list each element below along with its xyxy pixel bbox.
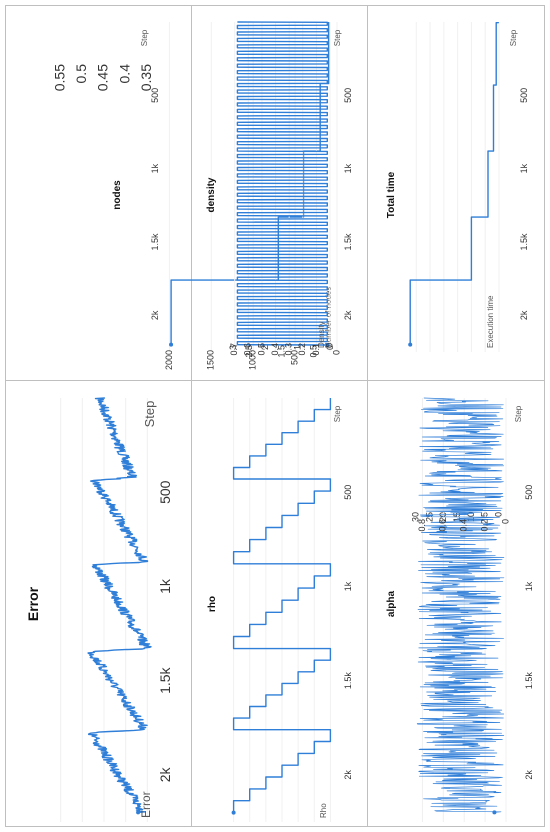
x-tick-label: 500 — [150, 88, 160, 103]
y-tick-label: 5 — [480, 512, 490, 517]
y-tick-label: 2 — [260, 345, 270, 350]
series-end-point — [231, 810, 236, 815]
y-tick-label: 0.5 — [73, 64, 89, 84]
chart-error: Error 0.35 0.4 0.45 0.5 0.55 500 1k 1.5k 2k Step Er… — [25, 64, 173, 822]
y-tick-label: 0.2 — [297, 343, 307, 356]
x-tick-label: 1k — [524, 581, 534, 591]
y-axis-label: Density — [317, 321, 326, 348]
x-tick-label: 2k — [343, 310, 353, 320]
y-tick-label: 1000 — [248, 350, 258, 370]
chart-title: alpha — [386, 591, 397, 618]
series-line-alpha — [416, 397, 505, 813]
y-tick-label: 0 — [324, 343, 334, 348]
y-tick-label: 0 — [500, 519, 510, 524]
x-axis-label: Step — [140, 29, 149, 46]
y-tick-label: 0.55 — [51, 64, 67, 91]
y-tick-label: 0.3 — [284, 343, 294, 356]
series-line-density — [236, 21, 328, 346]
column-divider — [367, 5, 368, 827]
y-tick-label: 0.4 — [270, 343, 280, 356]
series-end-point — [169, 342, 174, 347]
y-tick-label: 0.45 — [95, 64, 111, 91]
y-tick-label: 0.35 — [138, 64, 154, 91]
y-tick-label: 0.8 — [417, 519, 427, 532]
x-axis-label: Step — [509, 29, 518, 46]
y-tick-label: 1 — [293, 345, 303, 350]
y-axis-label: Error — [139, 791, 153, 818]
series-end-point — [325, 342, 330, 347]
x-tick-label: 500 — [524, 485, 534, 500]
x-tick-label: 1.5k — [524, 672, 534, 690]
y-tick-label: 500 — [289, 350, 299, 365]
y-tick-label: 2000 — [164, 350, 174, 370]
y-tick-label: 0.6 — [243, 343, 253, 356]
y-tick-label: 0 — [493, 512, 503, 517]
x-tick-label: 1.5k — [150, 233, 160, 251]
y-axis-label: Number of nodes — [324, 287, 333, 348]
x-tick-label: 2k — [343, 770, 353, 780]
series-line-total-time — [409, 22, 499, 345]
y-axis-label: Execution time — [486, 295, 495, 348]
x-axis-label: Step — [142, 401, 157, 428]
x-tick-label: 2k — [157, 767, 173, 783]
x-axis-label: Step — [333, 405, 342, 422]
x-tick-label: 1.5k — [157, 666, 173, 693]
y-tick-label: 0.4 — [459, 519, 469, 532]
x-tick-label: 1k — [343, 581, 353, 591]
x-axis-label: Step — [514, 405, 523, 422]
x-tick-label: 2k — [519, 310, 529, 320]
x-tick-label: 1.5k — [343, 233, 353, 251]
chart-title: Total time — [386, 171, 397, 218]
chart-alpha: alpha 0 0.2 0.4 0.6 0.8 500 1k 1.5k 2k Step — [386, 397, 534, 822]
x-axis-label: Step — [333, 29, 342, 46]
y-tick-label: 1.5 — [276, 345, 286, 358]
y-tick-label: 2.5 — [244, 345, 254, 358]
series-line-error — [87, 397, 152, 814]
series-end-point — [408, 342, 413, 347]
y-axis-label: Rho — [319, 803, 328, 818]
x-tick-label: 500 — [343, 88, 353, 103]
y-tick-label: 0 — [325, 345, 335, 350]
x-tick-label: 500 — [157, 480, 173, 504]
chart-title: nodes — [112, 180, 123, 210]
y-tick-label: 0.4 — [116, 64, 132, 84]
series-line-rho — [232, 398, 332, 813]
x-tick-label: 1k — [150, 163, 160, 173]
dashboard-frame — [5, 5, 545, 827]
y-tick-label: 0.7 — [229, 343, 239, 356]
y-tick-label: 0.2 — [479, 519, 489, 532]
x-tick-label: 2k — [150, 310, 160, 320]
x-tick-label: 1.5k — [519, 233, 529, 251]
series-end-point — [492, 810, 497, 815]
x-tick-label: 500 — [343, 485, 353, 500]
x-tick-label: 1k — [157, 578, 173, 594]
x-tick-label: 1.5k — [343, 672, 353, 690]
y-tick-label: 0.1 — [311, 343, 321, 356]
x-tick-label: 500 — [519, 88, 529, 103]
y-tick-label: 0.5 — [256, 343, 266, 356]
y-tick-label: 0 — [331, 350, 341, 355]
y-tick-label: 0.5 — [309, 345, 319, 358]
y-tick-label: 0.6 — [438, 519, 448, 532]
x-tick-label: 1k — [343, 163, 353, 173]
chart-rho: rho 0 0.5 1 1.5 2 2.5 3 500 1k 1.5k 2k Step Rho — [207, 345, 353, 822]
series-end-point — [136, 810, 141, 815]
y-tick-label: 30 — [411, 512, 421, 522]
chart-title: rho — [207, 596, 218, 612]
row-divider — [5, 380, 545, 381]
chart-title: density — [206, 177, 217, 212]
y-tick-label: 1500 — [206, 350, 216, 370]
x-tick-label: 1k — [519, 163, 529, 173]
column-divider — [191, 5, 192, 827]
y-tick-label: 3 — [228, 345, 238, 350]
x-tick-label: 2k — [524, 770, 534, 780]
chart-density: density00.10.20.30.40.50.60.75001k1.5k2k… — [206, 21, 353, 356]
chart-title: Error — [25, 586, 41, 621]
